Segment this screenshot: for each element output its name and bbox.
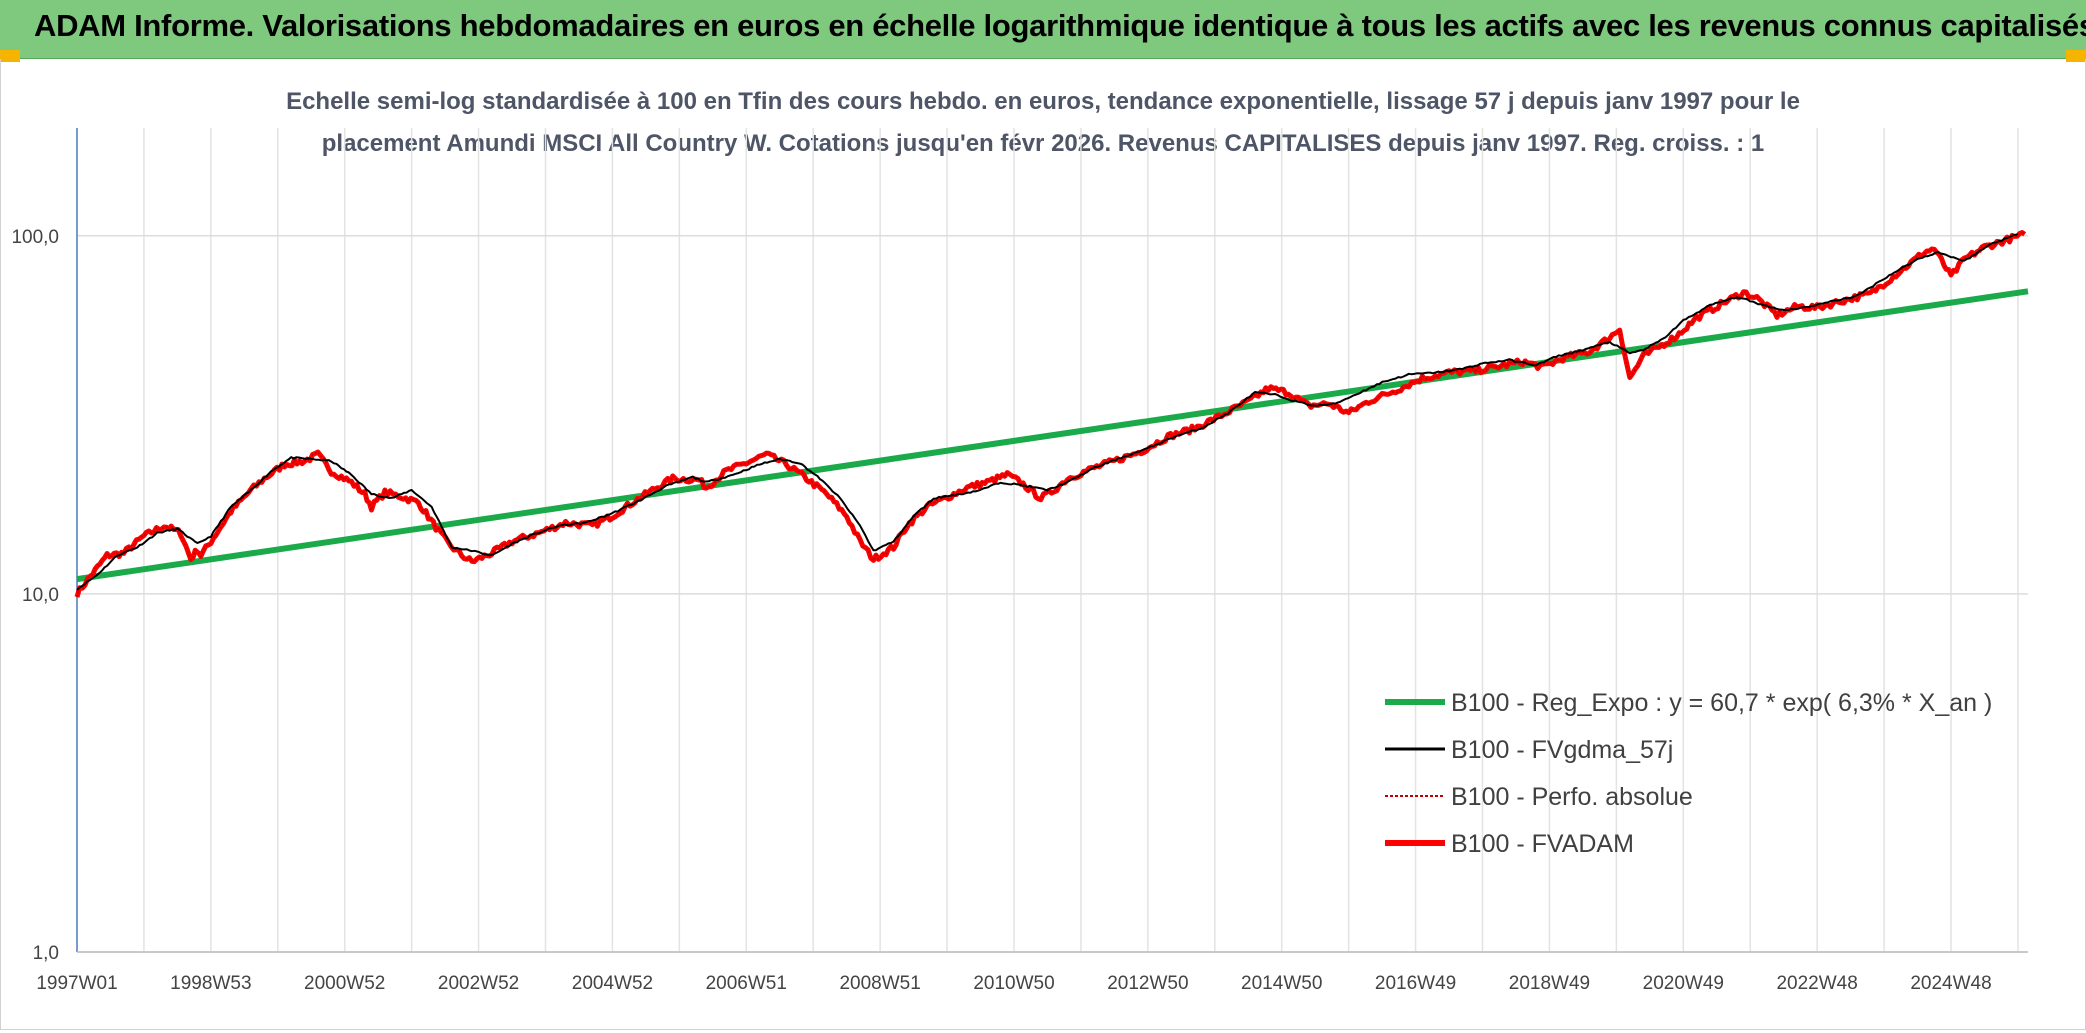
y-tick-label: 10,0 [22,585,59,606]
x-tick-label: 1997W01 [36,973,117,994]
legend-entry-fvgdma-label: B100 - FVgdma_57j [1451,736,1673,764]
x-tick-label: 2006W51 [706,973,787,994]
series-perfo-absolue-line [76,231,2026,598]
series-fvadam-line [74,230,2027,598]
x-tick-label: 1998W53 [170,973,251,994]
x-tick-label: 2022W48 [1776,973,1857,994]
x-tick-label: 2004W52 [572,973,653,994]
y-tick-label: 1,0 [33,943,59,964]
series-lines [74,230,2029,598]
legend-entry-perfo-absolue-label: B100 - Perfo. absolue [1451,783,1693,811]
tick-labels: 1,0 10,0 100,0 1997W01 1998W53 2000W52 2002W52… [11,227,1991,994]
x-tick-label: 2024W48 [1910,973,1991,994]
x-tick-label: 2008W51 [839,973,920,994]
series-fvgdma-line [76,233,2019,591]
corner-marker-left [0,50,20,62]
axes [76,128,2028,953]
x-tick-label: 2002W52 [438,973,519,994]
x-tick-label: 2020W49 [1643,973,1724,994]
series-reg-expo-line [76,288,2029,583]
chart-subtitle-line2: placement Amundi MSCI All Country W. Cot… [321,130,1765,157]
legend-entry-reg-expo-label: B100 - Reg_Expo : y = 60,7 * exp( 6,3% *… [1451,689,1992,717]
gridlines [76,128,2028,953]
x-tick-label: 2014W50 [1241,973,1322,994]
x-tick-label: 2000W52 [304,973,385,994]
page-title: ADAM Informe. Valorisations hebdomadaire… [34,8,2086,43]
corner-marker-right [2066,50,2086,62]
page-header: ADAM Informe. Valorisations hebdomadaire… [0,0,2086,59]
legend: B100 - Reg_Expo : y = 60,7 * exp( 6,3% *… [1385,689,1992,858]
x-tick-label: 2018W49 [1509,973,1590,994]
x-tick-label: 2010W50 [973,973,1054,994]
y-tick-label: 100,0 [11,227,59,248]
x-tick-label: 2016W49 [1375,973,1456,994]
legend-entry-fvadam-label: B100 - FVADAM [1451,830,1634,858]
chart-subtitle-line1: Echelle semi-log standardisée à 100 en T… [286,88,1800,115]
x-tick-label: 2012W50 [1107,973,1188,994]
